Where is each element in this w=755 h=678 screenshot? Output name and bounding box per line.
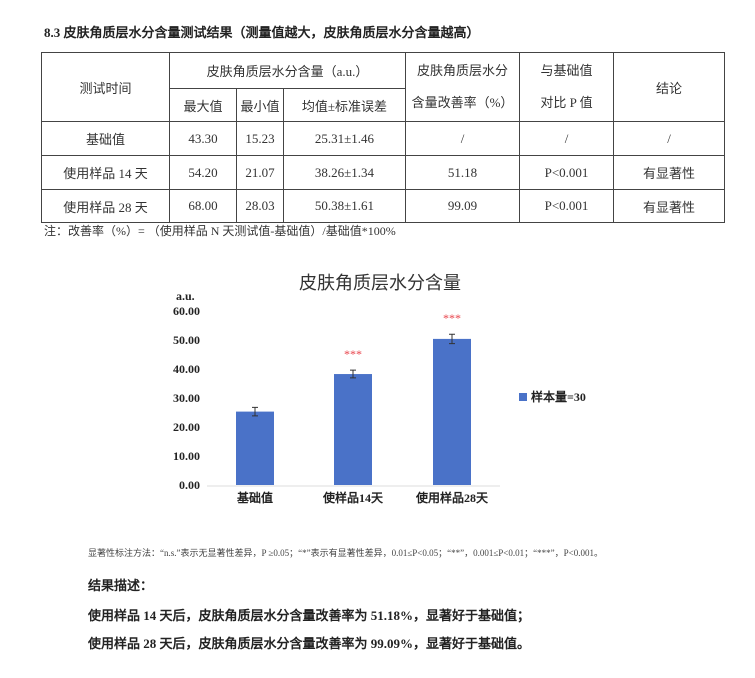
bar-chart: 皮肤角质层水分含量 a.u. 0.00 10.00 20.00 30.00 40.00 50.…: [173, 273, 586, 505]
cell-max: 68.00: [169, 189, 237, 223]
cell-p: P<0.001: [519, 189, 614, 223]
header-p-value: 与基础值对比 P 值: [519, 52, 614, 122]
header-time: 测试时间: [41, 52, 170, 122]
cell-time: 使用样品 14 天: [41, 155, 170, 190]
y-tick-label: 10.00: [173, 449, 200, 463]
bar: [433, 338, 471, 485]
y-tick-label: 30.00: [173, 391, 200, 405]
y-axis-label: a.u.: [176, 289, 195, 303]
significance-marker: ***: [443, 311, 461, 325]
chart-title: 皮肤角质层水分含量: [299, 273, 461, 294]
cell-min: 15.23: [236, 121, 284, 156]
cell-max: 43.30: [169, 121, 237, 156]
table-row: 基础值 43.30 15.23 25.31±1.46// /: [41, 121, 725, 156]
header-p-line: 与基础值: [540, 63, 593, 78]
header-p-line: 对比 P 值: [540, 95, 593, 110]
header-max: 最大值: [169, 88, 237, 122]
table-row: 使用样品 28 天 68.00 28.03 50.38±1.61 99.09 P<0.00…: [41, 189, 725, 223]
header-mean-se: 均值±标准误差: [283, 88, 406, 122]
cell-max: 54.20: [169, 155, 237, 190]
cell-conclusion: 有显著性: [613, 155, 725, 190]
cell-mean-se: 50.38±1.61: [283, 189, 406, 223]
y-tick-label: 20.00: [173, 420, 200, 434]
cell-min: 21.07: [236, 155, 284, 190]
result-line: 使用样品 28 天后，皮肤角质层水分含量改善率为 99.09%，显著好于基础值。: [88, 636, 531, 651]
bar: [334, 374, 372, 485]
cell-time: 基础值: [41, 121, 170, 156]
x-tick-label: 基础值: [236, 490, 273, 505]
cell-improvement: /: [405, 121, 520, 156]
cell-mean-se: 25.31±1.46: [283, 121, 406, 156]
table-row: 使用样品 14 天 54.20 21.07 38.26±1.34 51.18 P<0.00…: [41, 155, 725, 190]
header-improvement-line: 皮肤角质层水分: [416, 63, 508, 78]
legend-label: 样本量=30: [531, 389, 586, 404]
cell-time: 使用样品 28 天: [41, 189, 170, 223]
cell-improvement: 99.09: [405, 189, 520, 223]
section-title: 8.3 皮肤角质层水分含量测试结果（测量值越大，皮肤角质层水分含量越高）: [44, 25, 480, 40]
y-tick-label: 50.00: [173, 333, 200, 347]
cell-conclusion: 有显著性: [613, 189, 725, 223]
cell-min: 28.03: [236, 189, 284, 223]
error-bar: [350, 369, 356, 379]
header-improvement: 皮肤角质层水分 含量改善率（%）: [405, 52, 520, 122]
header-conclusion: 结论: [613, 52, 725, 122]
result-line: 使用样品 14 天后，皮肤角质层水分含量改善率为 51.18%，显著好于基础值；: [88, 608, 531, 623]
header-min: 最小值: [236, 88, 284, 122]
error-bar: [449, 333, 455, 345]
bar: [236, 411, 274, 485]
error-bar: [252, 406, 258, 417]
results-table: 测试时间 皮肤角质层水分含量（a.u.） 皮肤角质层水分 含量改善率（%） 与基础…: [41, 52, 725, 223]
significance-marker: ***: [344, 347, 362, 361]
cell-improvement: 51.18: [405, 155, 520, 190]
results-heading: 结果描述：: [88, 578, 154, 593]
x-tick-label: 使样品14天: [322, 490, 384, 505]
y-tick-label: 60.00: [173, 304, 200, 318]
header-improvement-line: 含量改善率（%）: [411, 95, 514, 110]
legend-swatch: [519, 393, 527, 401]
x-tick-label: 使用样品28天: [415, 490, 489, 505]
y-tick-label: 40.00: [173, 362, 200, 376]
cell-p: P<0.001: [519, 155, 614, 190]
significance-note: 显著性标注方法：“n.s.”表示无显著性差异，P ≥0.05；“*”表示有显著性…: [88, 548, 603, 558]
cell-p: /: [519, 121, 614, 156]
table-note: 注：改善率（%）= （使用样品 N 天测试值-基础值）/基础值*100%: [44, 224, 396, 238]
cell-conclusion: /: [613, 121, 725, 156]
cell-mean-se: 38.26±1.34: [283, 155, 406, 190]
header-moisture-group: 皮肤角质层水分含量（a.u.）: [169, 52, 406, 89]
y-tick-label: 0.00: [179, 478, 200, 492]
